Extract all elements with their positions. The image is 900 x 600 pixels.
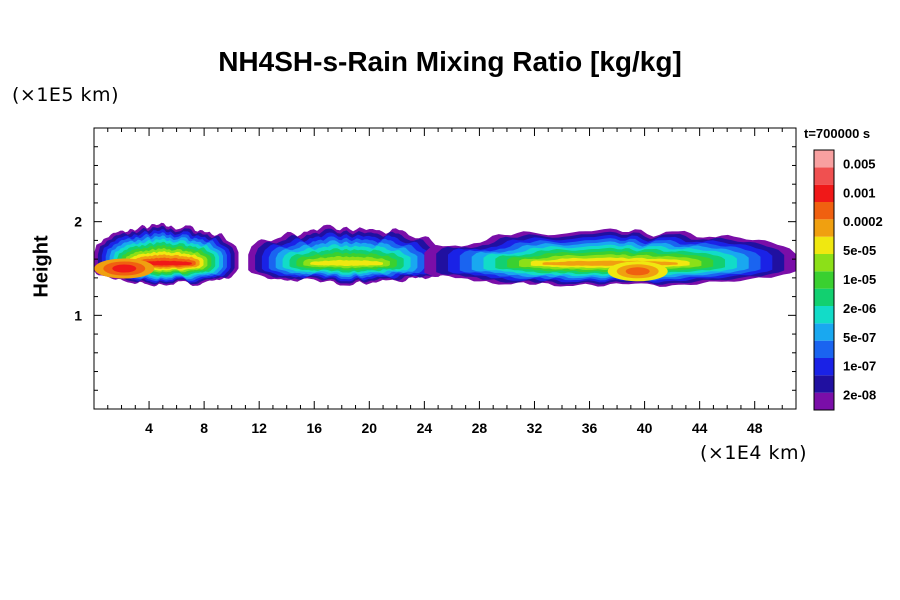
- colorbar-label: 2e-08: [843, 388, 876, 403]
- colorbar-swatch: [814, 236, 834, 254]
- time-label: t=700000 s: [804, 126, 871, 141]
- colorbar-swatch: [814, 219, 834, 237]
- x-tick-label: 36: [582, 420, 598, 436]
- colorbar-swatch: [814, 288, 834, 306]
- colorbar-swatch: [814, 306, 834, 324]
- x-tick-label: 28: [472, 420, 488, 436]
- colorbar-swatch: [814, 392, 834, 410]
- colorbar-label: 5e-07: [843, 330, 876, 345]
- mixing-ratio-field: [94, 222, 796, 287]
- chart-title: NH4SH-s-Rain Mixing Ratio [kg/kg]: [218, 46, 682, 77]
- colorbar-swatch: [814, 202, 834, 220]
- x-tick-label: 44: [692, 420, 708, 436]
- y-axis-unit-label: (×1E5 km): [12, 84, 119, 106]
- colorbar-label: 5e-05: [843, 243, 876, 258]
- field-band-1-9: [310, 259, 383, 266]
- field-band-0-12: [140, 260, 192, 266]
- colorbar-frame: [813, 149, 835, 411]
- colorbar-swatch: [814, 340, 834, 358]
- colorbar-swatch: [814, 167, 834, 185]
- x-tick-label: 16: [306, 420, 322, 436]
- field-peak-1-2: [625, 267, 650, 276]
- x-tick-label: 32: [527, 420, 543, 436]
- x-tick-label: 24: [417, 420, 433, 436]
- colorbar-swatch: [814, 150, 834, 168]
- x-tick-label: 40: [637, 420, 653, 436]
- y-tick-label: 2: [74, 214, 82, 230]
- x-axis-unit-label: (×1E4 km): [700, 442, 807, 464]
- colorbar-label: 0.005: [843, 156, 876, 171]
- colorbar-swatch: [814, 375, 834, 393]
- y-tick-label: 1: [74, 307, 82, 323]
- colorbar-label: 1e-05: [843, 272, 876, 287]
- colorbar-swatch: [814, 184, 834, 202]
- colorbar-swatch: [814, 323, 834, 341]
- plot-frame: [93, 127, 797, 410]
- x-tick-label: 4: [145, 420, 153, 436]
- x-tick-label: 20: [362, 420, 378, 436]
- colorbar-swatch: [814, 271, 834, 289]
- x-tick-label: 48: [747, 420, 763, 436]
- colorbar-swatch: [814, 254, 834, 272]
- colorbar-label: 0.0002: [843, 214, 883, 229]
- colorbar-label: 2e-06: [843, 301, 876, 316]
- x-tick-label: 8: [200, 420, 208, 436]
- x-tick-label: 12: [251, 420, 267, 436]
- colorbar-label: 0.001: [843, 185, 876, 200]
- colorbar-swatch: [814, 358, 834, 376]
- colorbar-label: 1e-07: [843, 359, 876, 374]
- colorbar: 0.005 0.001 0.0002 5e-05 1e-05 2e-06 5e-07 1e-0…: [813, 149, 883, 411]
- field-peak-0-2: [112, 264, 137, 273]
